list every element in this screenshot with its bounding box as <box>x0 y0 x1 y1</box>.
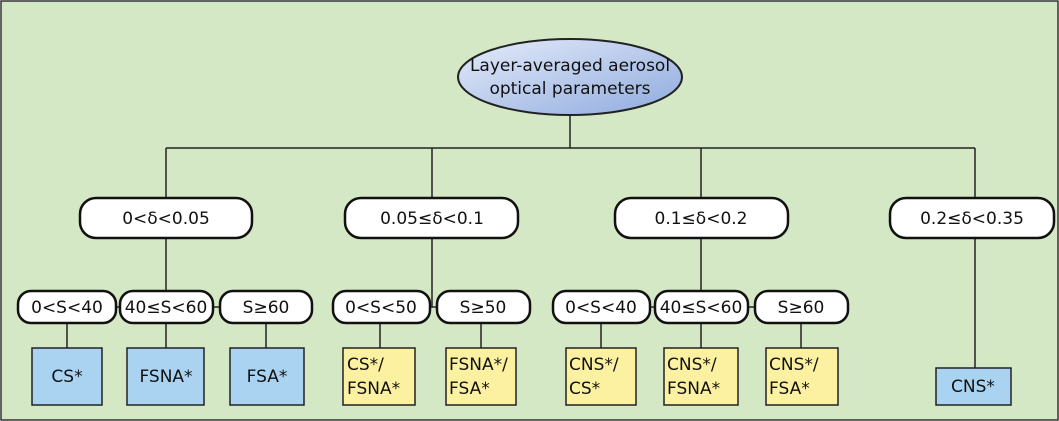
branch-node <box>343 196 520 240</box>
branch-label: 0<δ<0.05 <box>122 209 210 229</box>
result-label: FSNA* <box>347 379 400 399</box>
branch-label: 0.05≤δ<0.1 <box>380 209 484 229</box>
result-label: CNS*/ <box>769 355 819 375</box>
split-nodes: 0<S<40 40≤S<60 S≥60 0<S<50 S≥50 0<S<40 4… <box>16 289 850 325</box>
split-label: 0<S<40 <box>565 298 637 318</box>
connectors <box>66 115 976 368</box>
result-label: FSNA* <box>667 379 720 399</box>
split-label: 40≤S<60 <box>660 298 743 318</box>
result-label: CS* <box>51 367 82 387</box>
result-label: CNS*/ <box>667 355 717 375</box>
result-label: CS*/ <box>347 355 384 375</box>
branch-label: 0.1≤δ<0.2 <box>655 209 748 229</box>
result-label: CNS* <box>951 377 995 397</box>
result-label: FSNA* <box>139 367 192 387</box>
split-label: 0<S<50 <box>345 298 417 318</box>
result-label: FSA* <box>449 379 490 399</box>
split-label: 40≤S<60 <box>125 298 208 318</box>
root-label: Layer-averaged aerosol <box>470 56 670 76</box>
branch-node <box>888 196 1056 240</box>
result-label: CNS*/ <box>569 355 619 375</box>
split-label: S≥60 <box>243 298 290 318</box>
split-label: S≥50 <box>460 298 507 318</box>
branch-label: 0.2≤δ<0.35 <box>920 209 1024 229</box>
branch-node <box>613 196 790 240</box>
root-node <box>457 38 683 116</box>
branch-node <box>78 196 254 240</box>
result-label: FSA* <box>247 367 288 387</box>
split-label: S≥60 <box>778 298 825 318</box>
result-nodes: CS* FSNA* FSA* CS*/ FSNA* FSNA*/ FSA* CN… <box>31 347 1012 406</box>
split-label: 0<S<40 <box>31 298 103 318</box>
result-label: FSA* <box>769 379 810 399</box>
result-label: FSNA*/ <box>449 355 508 375</box>
root-label: optical parameters <box>489 79 650 99</box>
result-label: CS* <box>569 379 600 399</box>
